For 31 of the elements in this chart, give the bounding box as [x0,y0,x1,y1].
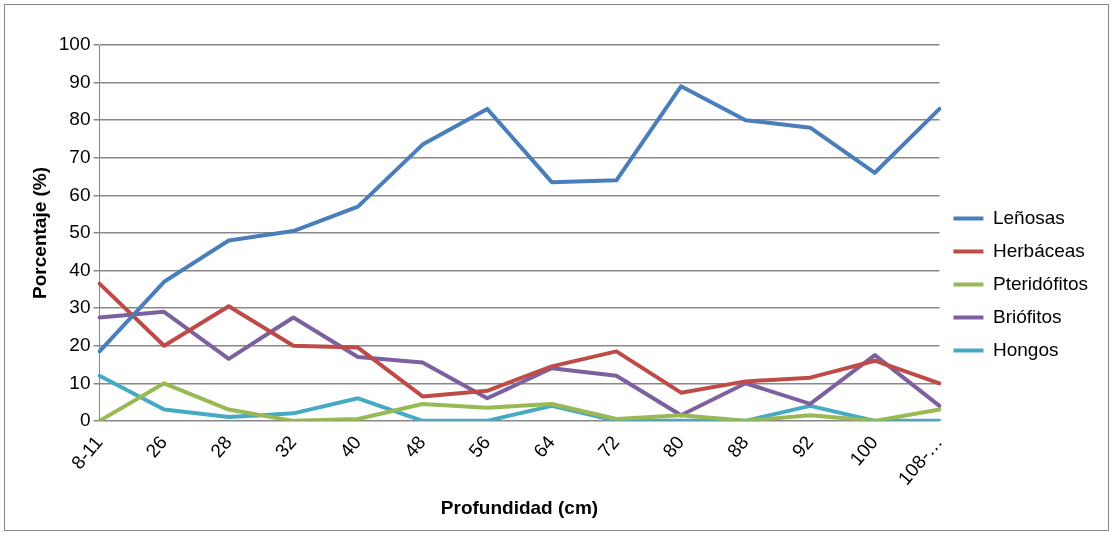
y-tick-label: 60 [69,183,91,205]
y-axis-title: Porcentaje (%) [28,166,50,299]
y-tick-label: 80 [69,108,91,130]
x-tick-label: 100 [845,431,882,470]
y-tick-label: 40 [69,258,91,280]
y-tick-label: 20 [69,333,91,355]
x-axis-title: Profundidad (cm) [440,496,599,518]
x-tick-label: 8-11 [66,431,107,474]
x-tick-label: 56 [464,431,495,462]
legend-label: Leñosas [992,206,1065,228]
x-tick-label: 26 [141,431,172,462]
legend-label: Pteridófitos [992,272,1088,294]
y-tick-label: 90 [69,70,91,92]
x-tick-label: 48 [399,431,430,462]
x-tick-label: 40 [335,431,366,462]
y-tick-label: 30 [69,296,91,318]
x-tick-label: 32 [270,431,301,462]
y-tick-label: 100 [58,33,91,55]
x-tick-label: 92 [787,431,818,462]
x-tick-label: 72 [593,431,624,462]
y-tick-label: 50 [69,221,91,243]
legend-label: Hongos [992,338,1059,360]
x-tick-label: 80 [658,431,689,462]
y-tick-label: 10 [69,371,91,393]
legend-label: Herbáceas [992,239,1085,261]
x-tick-label: 28 [206,431,236,462]
x-tick-label: 88 [723,431,753,462]
y-tick-label: 0 [79,409,91,431]
legend-label: Briófitos [992,305,1062,327]
x-tick-label: 64 [529,431,559,462]
y-tick-label: 70 [69,145,91,167]
